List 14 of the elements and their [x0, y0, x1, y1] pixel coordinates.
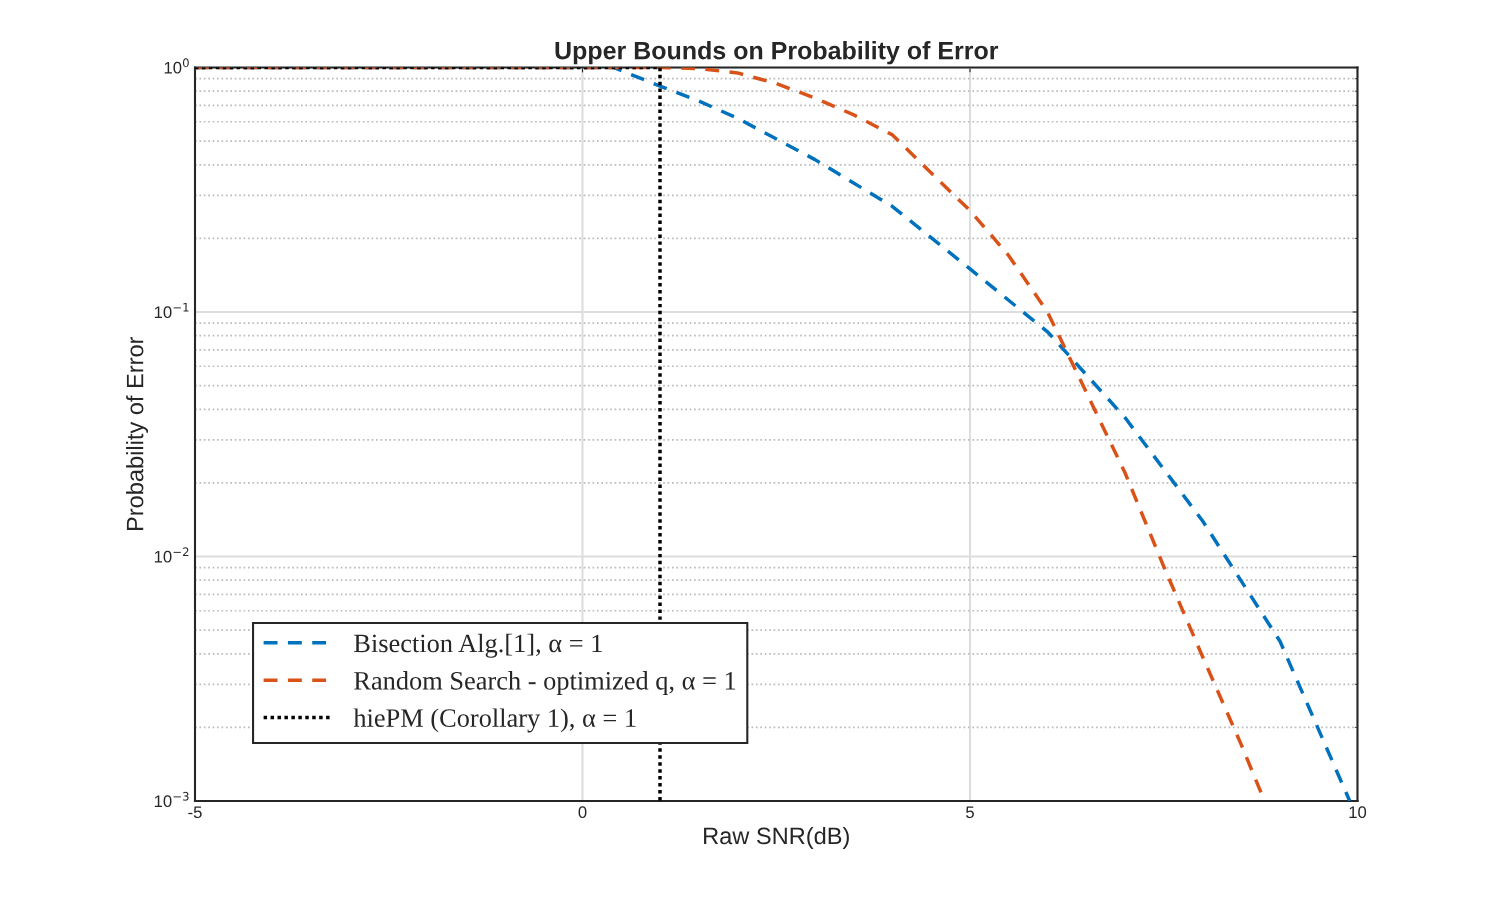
y-tick-label: 10$^{−1}$ — [154, 303, 189, 319]
x-tick-label: 5 — [966, 806, 974, 819]
x-tick-label: 10 — [1349, 806, 1367, 819]
chart-title: Upper Bounds on Probability of Error — [555, 41, 999, 65]
x-axis-title: Raw SNR(dB) — [704, 826, 849, 849]
y-tick-label: 10$^{−2}$ — [154, 547, 189, 563]
y-tick-label: 10$^{0}$ — [164, 58, 189, 74]
legend-label: hiePM (Corollary 1), α = 1 — [353, 708, 636, 733]
legend-label: Random Search - optimized q, α = 1 — [354, 671, 736, 696]
y-axis-title: Probability of Error — [126, 336, 149, 531]
x-tick-label: 0 — [578, 806, 587, 819]
x-tick-label: -5 — [188, 806, 202, 819]
y-tick-label: 10$^{−3}$ — [154, 791, 189, 808]
legend-label: Bisection Alg.[1], α = 1 — [354, 633, 602, 658]
